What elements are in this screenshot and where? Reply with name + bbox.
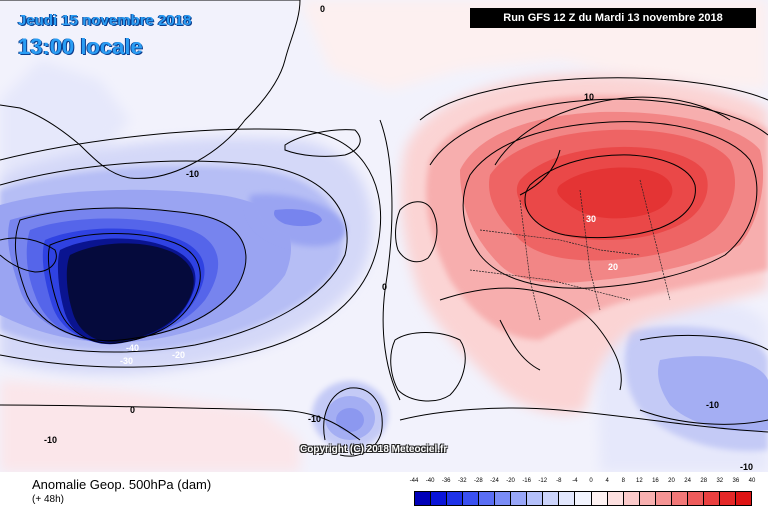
legend-label: 32 [716,478,724,484]
legend-label: -8 [556,478,562,484]
contour-label-10-north: 10 [584,92,594,102]
legend-swatch [431,492,448,505]
legend-label: -44 [409,478,419,484]
forecast-lead-time: (+ 48h) [32,494,64,505]
contour-label-minus20-low: -20 [172,350,185,360]
legend-swatch [463,492,480,505]
legend-swatch [655,492,672,505]
legend-label: 40 [748,478,756,484]
newfoundland-coast [0,237,57,273]
footer-bar: Anomalie Geop. 500hPa (dam) (+ 48h) -44-… [0,472,768,512]
contour-label-minus10-greece: -10 [706,400,719,410]
legend-swatch [447,492,464,505]
forecast-date: Jeudi 15 novembre 2018 [18,12,192,29]
map-title: Anomalie Geop. 500hPa (dam) [32,477,212,492]
legend-swatch [735,492,751,505]
scandinavia-coast [494,96,731,196]
legend-label: -28 [474,478,483,484]
legend-swatch [591,492,608,505]
legend-swatch [575,492,592,505]
legend-swatch [687,492,704,505]
legend-color-bar [414,491,752,506]
legend-label: 36 [732,478,740,484]
legend-swatch [527,492,544,505]
atlantic-low [0,137,373,375]
legend-swatch [719,492,736,505]
europe-coast [439,287,622,391]
legend-swatch [415,492,432,505]
contour-label-minus10-atlantic: -10 [186,169,199,179]
legend-swatch [623,492,640,505]
model-run-label: Run GFS 12 Z du Mardi 13 novembre 2018 [470,8,756,28]
contour-label-0-top: 0 [320,4,325,14]
legend-label: -36 [441,478,451,484]
contour-label-0-biscay: 0 [382,282,387,292]
africa-coast [399,407,768,433]
contour-label-30-europe: 30 [586,214,596,224]
legend-label: -40 [425,478,435,484]
legend-swatch [479,492,496,505]
legend-labels: -44 -40 -36 -32 -28 -24 -20 -16 -12 -8 -4 0 4 8 12 16 20… [410,478,756,490]
legend-swatch [559,492,576,505]
copyright-notice: Copyright (C) 2018 Meteociel.fr [300,444,448,455]
contour-label-minus40-low: -40 [126,343,139,353]
contour-label-minus10-se: -10 [740,462,753,472]
contour-labels: 0 10 -10 30 20 0 -40 -30 -20 0 -10 -10 -… [44,4,753,472]
contour-label-0-south: 0 [130,405,135,415]
borders [469,179,671,321]
contour-label-minus10-azores: -10 [308,414,321,424]
contour-label-minus10-sw: -10 [44,435,57,445]
legend-label: 8 [621,478,625,484]
color-legend: -44 -40 -36 -32 -28 -24 -20 -16 -12 -8 -4 0 4 8 12 16 20… [410,478,756,506]
legend-label: -16 [522,478,531,484]
iberia-coast [390,332,466,402]
legend-swatch [607,492,624,505]
legend-swatch [671,492,688,505]
anomaly-map: 0 10 -10 30 20 0 -40 -30 -20 0 -10 -10 -… [0,0,768,472]
legend-label: 28 [700,478,708,484]
contour-lines [0,77,768,457]
legend-label: 20 [668,478,675,484]
legend-swatch [703,492,720,505]
uk-coast [395,201,438,263]
european-high [400,74,768,414]
legend-label: 0 [589,478,593,484]
legend-swatch [543,492,560,505]
anomaly-field-pale-south [0,380,300,472]
legend-label: -24 [490,478,499,484]
azores-low [312,381,388,449]
legend-label: -32 [457,478,467,484]
legend-label: 16 [652,478,659,484]
legend-swatch [511,492,528,505]
legend-label: -20 [506,478,515,484]
legend-label: 4 [605,478,609,484]
legend-swatch [639,492,656,505]
legend-label: 24 [684,478,691,484]
legend-label: 12 [635,478,643,484]
legend-swatch [495,492,512,505]
legend-label: -12 [538,478,548,484]
forecast-time: 13:00 locale [18,34,143,59]
legend-label: -4 [572,478,578,484]
contour-label-20-europe: 20 [608,262,618,272]
iceland-coast [284,129,361,157]
contour-label-minus30-low: -30 [120,356,133,366]
